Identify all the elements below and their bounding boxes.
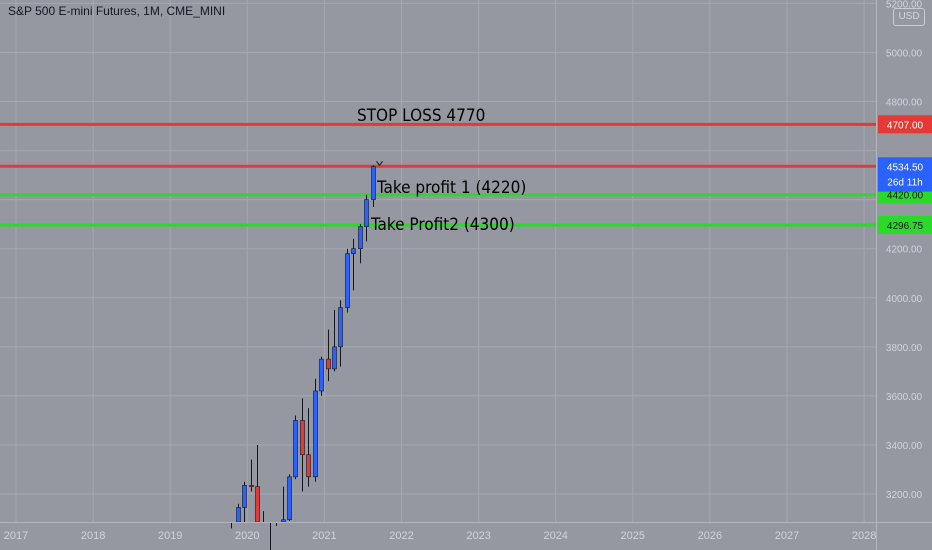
- candle-body: [332, 346, 337, 370]
- x-tick-label: 2017: [4, 530, 28, 542]
- y-tick-label: 3600.00: [886, 392, 923, 403]
- x-tick-label: 2019: [158, 530, 182, 542]
- price-line-badge-label: 4707.00: [887, 120, 924, 131]
- x-tick-label: 2021: [312, 530, 336, 542]
- currency-badge[interactable]: USD: [893, 8, 925, 26]
- candle-body: [351, 248, 356, 254]
- y-tick-label: 5200.00: [886, 0, 923, 10]
- y-tick-label: 4800.00: [886, 98, 923, 109]
- x-tick-label: 2020: [235, 530, 259, 542]
- price-line-badge-label: 4296.75: [887, 221, 924, 232]
- y-tick-label: 4200.00: [886, 245, 923, 256]
- candlestick-series: [231, 160, 383, 550]
- take-profit-2-annotation: Take Profit2 (4300): [371, 215, 515, 235]
- stop-loss-annotation: STOP LOSS 4770: [357, 106, 486, 126]
- candle-body: [319, 358, 324, 392]
- x-tick-label: 2026: [698, 530, 722, 542]
- price-line-badge-label: 4420.00: [887, 191, 924, 202]
- candle-body: [345, 253, 350, 308]
- candle-body: [338, 307, 343, 348]
- candle-body: [326, 358, 331, 370]
- horizontal-price-lines[interactable]: [0, 122, 876, 227]
- y-tick-label: 4000.00: [886, 294, 923, 305]
- candle-body: [236, 507, 241, 523]
- chart-title: S&P 500 E-mini Futures, 1M, CME_MINI: [8, 4, 226, 18]
- candle-body: [364, 199, 369, 227]
- candle-body: [313, 390, 318, 478]
- x-tick-label: 2023: [466, 530, 490, 542]
- x-tick-label: 2024: [543, 530, 567, 542]
- y-tick-label: 3400.00: [886, 441, 923, 452]
- price-line-badge: [878, 215, 932, 234]
- candle-body: [300, 420, 305, 456]
- candle-body: [281, 519, 286, 523]
- candle-body: [255, 486, 260, 523]
- take-profit-1-annotation: Take profit 1 (4220): [377, 178, 527, 198]
- current-bar-marker: [376, 160, 383, 167]
- candle-body: [287, 476, 292, 521]
- candle-body: [249, 485, 254, 487]
- candle-body: [242, 485, 247, 508]
- candle-body: [371, 166, 376, 200]
- price-line-badge: [878, 115, 932, 134]
- candle-body: [306, 454, 311, 478]
- bar-countdown-label: 26d 11h: [887, 178, 922, 189]
- x-tick-label: 2022: [389, 530, 413, 542]
- last-price-label: 4534.50: [887, 163, 924, 174]
- y-tick-label: 3800.00: [886, 343, 923, 354]
- x-tick-label: 2018: [81, 530, 105, 542]
- candle-body: [293, 420, 298, 478]
- x-tick-label: 2028: [852, 530, 876, 542]
- candle-body: [358, 226, 363, 250]
- grid-lines: [0, 0, 876, 522]
- x-tick-label: 2027: [775, 530, 799, 542]
- x-tick-label: 2025: [621, 530, 645, 542]
- last-price-badge: [878, 157, 932, 192]
- y-tick-label: 5000.00: [886, 48, 923, 59]
- y-tick-label: 3200.00: [886, 490, 923, 501]
